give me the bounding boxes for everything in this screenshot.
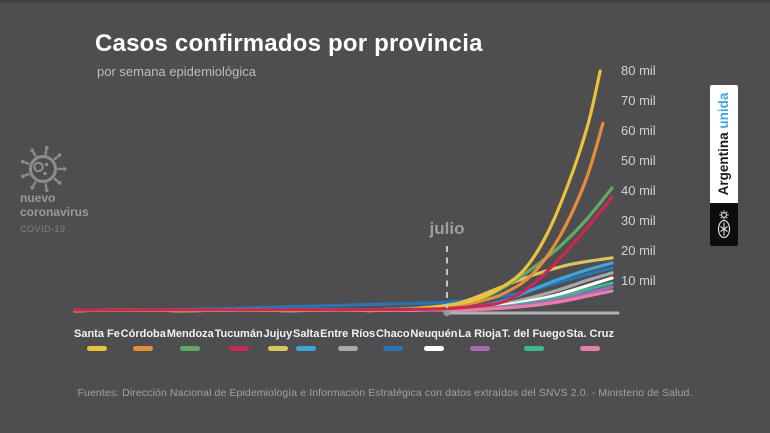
legend-swatch (580, 346, 601, 351)
page-title: Casos confirmados por provincia (95, 30, 483, 57)
argentina-unida-banner: Argentina unida (710, 85, 738, 203)
legend-item-salta: Salta (293, 328, 319, 351)
coat-of-arms-box (710, 203, 738, 246)
legend-item-t-del-fuego: T. del Fuego (501, 328, 566, 351)
legend-item-label: Entre Ríos (320, 328, 376, 340)
legend-swatch (296, 346, 317, 351)
legend-item-tucum-n: Tucumán (215, 328, 263, 351)
legend: Santa Fe Córdoba Mendoza Tucumán Jujuy Salta E… (74, 328, 614, 351)
legend-swatch (523, 346, 544, 351)
series-line-la-rioja (73, 285, 614, 313)
legend-swatch (86, 346, 107, 351)
series-line-jujuy (73, 256, 614, 313)
y-axis-tick-label: 40 mil (621, 183, 656, 198)
legend-item-label: La Rioja (458, 328, 502, 340)
y-axis-tick-label: 10 mil (621, 273, 656, 288)
coronavirus-label-line1: nuevo (20, 191, 56, 205)
banner-label: Argentina unida (710, 85, 738, 203)
legend-item-jujuy: Jujuy (263, 328, 292, 351)
y-axis-tick-label: 30 mil (621, 213, 656, 228)
coronavirus-label: nuevo coronavirus COVID-19 (20, 191, 89, 236)
legend-item-la-rioja: La Rioja (458, 328, 501, 351)
series-line-santa-fe (73, 69, 602, 313)
legend-item-label: Jujuy (263, 328, 293, 340)
banner-label-argentina: Argentina (716, 132, 731, 196)
coronavirus-label-line2: coronavirus (20, 205, 89, 219)
legend-swatch (382, 346, 403, 351)
series-line-tucum-n (73, 195, 614, 312)
legend-swatch (267, 346, 288, 351)
legend-item-label: T. del Fuego (501, 328, 566, 340)
legend-item-mendoza: Mendoza (167, 328, 214, 351)
series-line-neuqu-n (73, 276, 614, 313)
y-axis-tick-label: 20 mil (621, 243, 656, 258)
legend-item-label: Neuquén (410, 328, 458, 340)
series-line-t-del-fuego (73, 281, 614, 313)
legend-swatch (423, 346, 444, 351)
legend-swatch (337, 346, 358, 351)
legend-item-santa-fe: Santa Fe (74, 328, 120, 351)
legend-swatch (133, 346, 154, 351)
legend-item-label: Tucumán (214, 328, 263, 340)
julio-annotation: julio (429, 219, 465, 238)
legend-swatch (469, 346, 490, 351)
legend-item-label: Sta. Cruz (566, 328, 614, 340)
legend-swatch (180, 346, 201, 351)
series-line-chaco (73, 266, 614, 313)
coronavirus-icon (20, 145, 67, 193)
legend-item-label: Salta (293, 328, 320, 340)
series-line-mendoza (73, 186, 614, 313)
y-axis-tick-label: 80 mil (621, 63, 656, 78)
covid19-label: COVID-19 (20, 224, 66, 234)
legend-item-chaco: Chaco (376, 328, 410, 351)
legend-swatch (228, 346, 249, 351)
page-subtitle: por semana epidemiológica (97, 64, 256, 79)
legend-item-c-rdoba: Córdoba (121, 328, 166, 351)
legend-item-neuqu-n: Neuquén (410, 328, 457, 351)
series-line-salta (73, 261, 614, 313)
y-axis-tick-label: 50 mil (621, 153, 656, 168)
legend-item-sta-cruz: Sta. Cruz (566, 328, 614, 351)
y-axis-tick-label: 70 mil (621, 93, 656, 108)
legend-item-label: Córdoba (120, 328, 166, 340)
legend-item-label: Chaco (375, 328, 410, 340)
y-axis-tick-label: 60 mil (621, 123, 656, 138)
series-line-entre-r-os (73, 271, 614, 313)
source-note: Fuentes: Dirección Nacional de Epidemiol… (77, 387, 693, 399)
banner-label-unida: unida (716, 92, 731, 129)
coat-of-arms-icon (717, 209, 731, 238)
series-line-c-rdoba (73, 121, 605, 313)
series-line-sta-cruz (73, 289, 614, 313)
legend-item-entre-r-os: Entre Ríos (320, 328, 375, 351)
legend-item-label: Santa Fe (74, 328, 120, 340)
julio-marker-dot (443, 309, 451, 317)
legend-item-label: Mendoza (166, 328, 214, 340)
